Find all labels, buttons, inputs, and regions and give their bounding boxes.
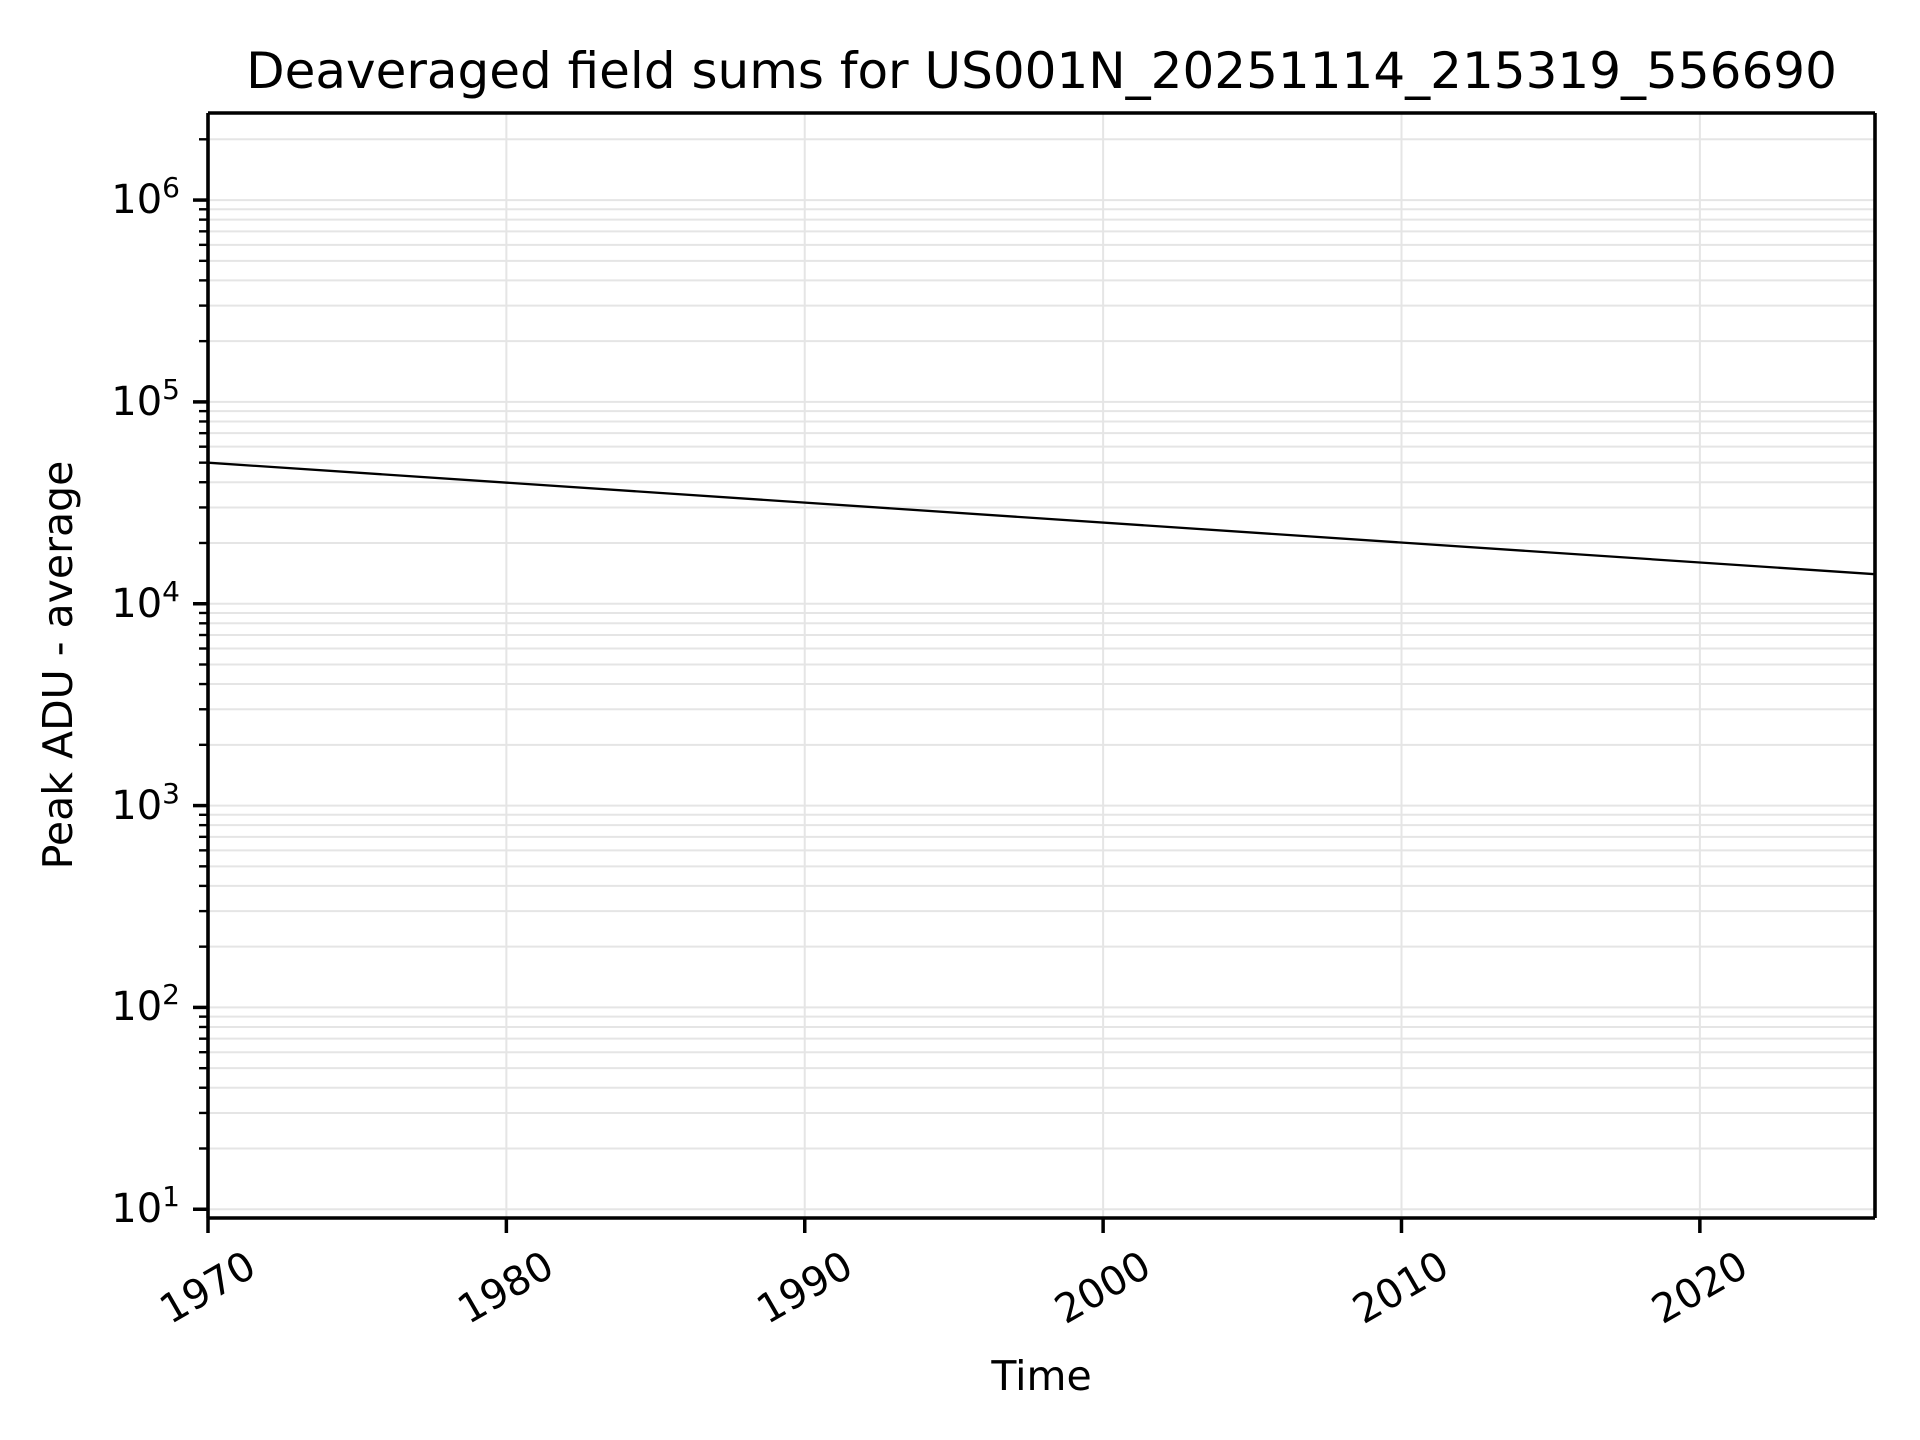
y-tick-label: 105 — [111, 372, 180, 425]
y-tick-label: 102 — [111, 978, 180, 1031]
data-line — [207, 461, 1876, 576]
y-tick-label: 101 — [111, 1180, 180, 1233]
y-tick-label: 106 — [111, 171, 180, 224]
y-tick-label: 103 — [111, 776, 180, 829]
y-axis-label: Peak ADU - average — [34, 460, 82, 870]
chart-title: Deaveraged field sums for US001N_2025111… — [246, 42, 1837, 100]
x-axis-label: Time — [991, 1352, 1092, 1400]
y-tick-label: 104 — [111, 574, 180, 627]
